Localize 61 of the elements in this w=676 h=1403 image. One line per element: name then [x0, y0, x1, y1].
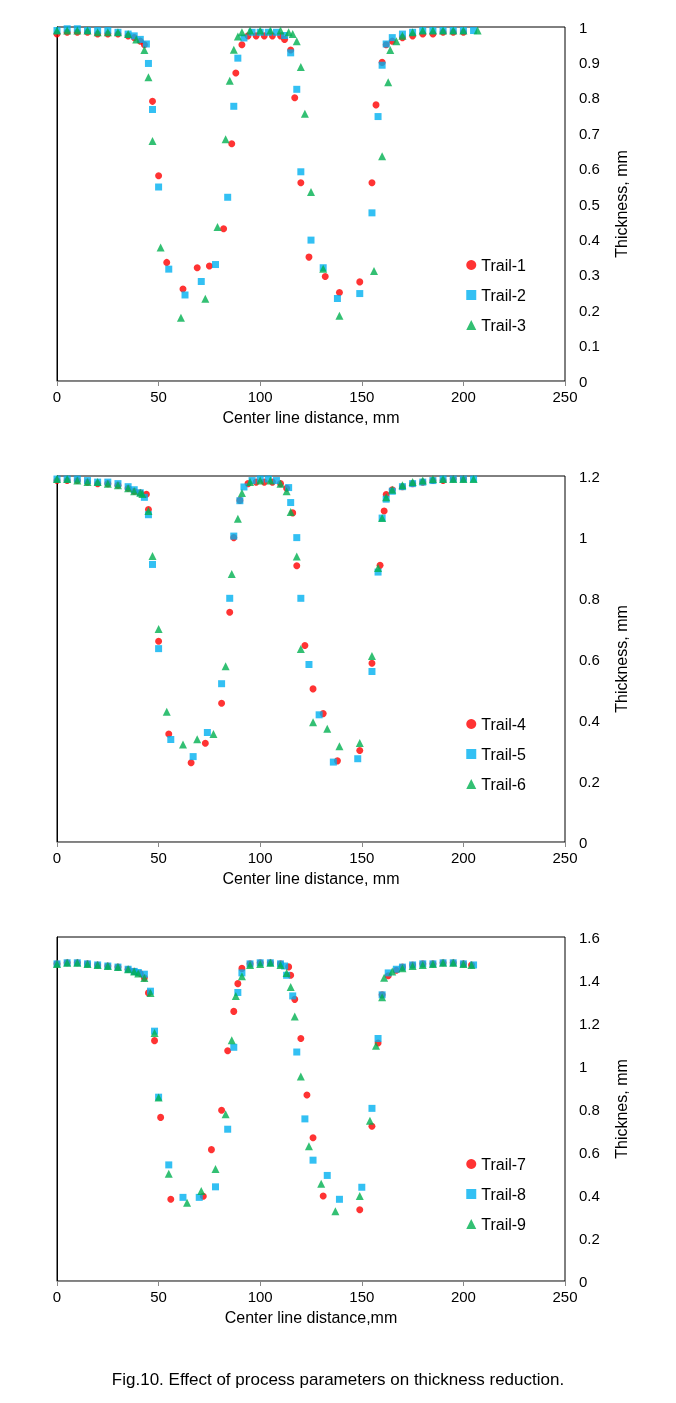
y-axis-title: Thicknes, mm — [612, 1059, 630, 1159]
x-tick-label: 200 — [450, 849, 476, 866]
legend-label: Trail-4 — [481, 715, 527, 733]
y-tick-label: 0.8 — [579, 89, 600, 107]
x-tick-label: 0 — [52, 849, 62, 866]
y-tick-label: 1.2 — [579, 467, 600, 485]
y-tick-label: 0.6 — [579, 1143, 600, 1161]
y-tick-label: 0.4 — [579, 230, 600, 248]
x-tick-label: 0 — [52, 388, 62, 405]
x-tick-label: 150 — [349, 388, 375, 405]
x-axis-title: Center line distance, mm — [222, 408, 400, 426]
y-tick-label: 0.6 — [579, 650, 600, 668]
x-tick-label: 0 — [52, 1288, 62, 1305]
x-tick-label: 150 — [349, 1288, 375, 1305]
x-tick-label: 200 — [450, 1288, 476, 1305]
caption: Fig.10. Effect of process parameters on thickness reduction. — [110, 1370, 566, 1390]
y-tick-label: 1 — [579, 1057, 588, 1075]
y-tick-label: 0.4 — [579, 1186, 600, 1204]
x-tick-label: 250 — [552, 388, 578, 405]
y-tick-label: 0.4 — [579, 711, 600, 729]
y-tick-label: 1.6 — [579, 928, 600, 946]
y-tick-label: 0.3 — [579, 266, 600, 284]
y-tick-label: 0.6 — [579, 160, 600, 178]
y-tick-label: 0.8 — [579, 1100, 600, 1118]
y-axis-title: Thickness, mm — [612, 150, 630, 258]
y-tick-label: 0.2 — [579, 301, 600, 319]
y-tick-label: 0.5 — [579, 195, 600, 213]
legend-label: Trail-2 — [481, 286, 527, 304]
x-tick-label: 100 — [247, 849, 273, 866]
x-tick-label: 250 — [552, 849, 578, 866]
y-tick-label: 0.8 — [579, 589, 600, 607]
x-axis-title: Center line distance,mm — [224, 1308, 398, 1326]
legend-label: Trail-1 — [481, 256, 527, 274]
legend-label: Trail-3 — [481, 316, 527, 334]
y-axis-title: Thickness, mm — [612, 605, 630, 713]
y-tick-label: 1.2 — [579, 1014, 600, 1032]
y-tick-label: 0 — [579, 833, 588, 851]
y-tick-label: 1 — [579, 528, 588, 546]
y-tick-label: 0 — [579, 372, 588, 390]
x-tick-label: 100 — [247, 1288, 273, 1305]
legend-label: Trail-8 — [481, 1185, 527, 1203]
y-tick-label: 0.2 — [579, 1229, 600, 1247]
y-tick-label: 0.9 — [579, 53, 600, 71]
x-tick-label: 150 — [349, 849, 375, 866]
y-tick-label: 0.7 — [579, 124, 600, 142]
x-tick-label: 200 — [450, 388, 476, 405]
y-tick-label: 1 — [579, 18, 588, 36]
y-tick-label: 0.1 — [579, 337, 600, 355]
x-tick-label: 250 — [552, 1288, 578, 1305]
y-tick-label: 1.4 — [579, 971, 600, 989]
legend-label: Trail-5 — [481, 745, 527, 763]
y-tick-label: 0.2 — [579, 772, 600, 790]
legend-label: Trail-9 — [481, 1215, 527, 1233]
x-tick-label: 50 — [150, 388, 167, 405]
x-tick-label: 50 — [150, 1288, 167, 1305]
y-tick-label: 0 — [579, 1272, 588, 1290]
legend-label: Trail-6 — [481, 775, 527, 793]
x-tick-label: 100 — [247, 388, 273, 405]
x-axis-title: Center line distance, mm — [222, 869, 400, 887]
legend-label: Trail-7 — [481, 1155, 527, 1173]
x-tick-label: 50 — [150, 849, 167, 866]
